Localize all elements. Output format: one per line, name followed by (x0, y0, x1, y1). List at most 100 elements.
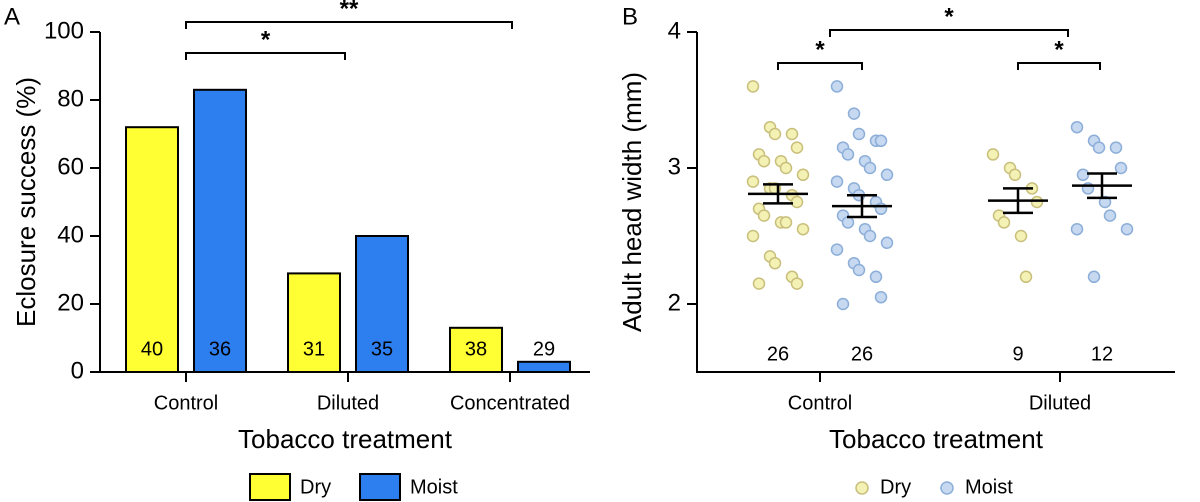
x-tick-label: Concentrated (450, 392, 570, 414)
data-point (746, 229, 760, 243)
y-tick-label: 80 (57, 85, 84, 112)
data-point (1076, 168, 1090, 182)
y-tick-label: 0 (71, 357, 84, 384)
data-point (790, 277, 804, 290)
data-point (1120, 222, 1134, 236)
data-point (830, 175, 844, 188)
data-point (796, 168, 810, 182)
y-axis-title: Adult head width (mm) (617, 72, 647, 332)
data-point (847, 107, 861, 120)
panel-label: B (622, 3, 638, 30)
significance-label: * (815, 36, 825, 63)
error-bar (1087, 172, 1117, 200)
y-axis-title: Eclosure success (%) (11, 77, 41, 327)
data-point (852, 263, 866, 277)
data-point (790, 141, 804, 154)
error-bar (1003, 187, 1033, 215)
data-point (1087, 270, 1101, 284)
data-point (863, 161, 877, 175)
legend-label: Moist (410, 476, 458, 498)
data-point (746, 80, 760, 93)
data-point (1103, 209, 1117, 222)
x-tick-label: Control (788, 392, 852, 414)
y-tick-label: 4 (668, 17, 681, 44)
legend-swatch (249, 473, 291, 501)
data-point (790, 195, 804, 209)
data-point (796, 222, 810, 236)
data-point (986, 148, 1000, 161)
sample-size-label: 35 (371, 338, 393, 360)
data-point (779, 216, 793, 229)
data-point (997, 216, 1011, 229)
significance-bracket (185, 21, 513, 29)
x-tick-label: Diluted (1029, 392, 1091, 414)
y-tick-label: 40 (57, 221, 84, 248)
legend-label: Dry (880, 476, 911, 498)
data-point (880, 168, 894, 182)
data-point (1098, 195, 1112, 209)
data-point (869, 270, 883, 284)
sample-size-label: 36 (209, 338, 231, 360)
data-point (1114, 161, 1128, 175)
data-point (757, 209, 771, 222)
data-point (752, 277, 766, 290)
bar (193, 88, 247, 374)
sample-size-label: 26 (767, 343, 789, 365)
sample-size-label: 40 (141, 338, 163, 360)
error-bar (847, 193, 877, 219)
legend-marker (940, 481, 954, 495)
data-point (1070, 222, 1084, 236)
data-point (880, 236, 894, 250)
x-axis-title: Tobacco treatment (238, 424, 453, 454)
x-axis-title: Tobacco treatment (829, 424, 1044, 454)
legend-label: Dry (300, 476, 331, 498)
data-point (841, 216, 855, 229)
data-point (852, 127, 866, 141)
y-tick-label: 20 (57, 289, 84, 316)
data-point (746, 175, 760, 188)
bar (517, 360, 571, 373)
data-point (779, 161, 793, 175)
data-point (768, 127, 782, 141)
significance-bracket (829, 29, 1069, 37)
sample-size-label: 38 (465, 338, 487, 360)
error-bar (763, 183, 793, 205)
y-tick-label: 100 (44, 17, 84, 44)
data-point (1070, 120, 1084, 134)
significance-bracket (777, 62, 863, 70)
x-tick-label: Diluted (317, 392, 379, 414)
data-point (874, 290, 888, 304)
data-point (1109, 141, 1123, 154)
sample-size-label: 12 (1091, 343, 1113, 365)
significance-bracket (1017, 62, 1101, 70)
bar (125, 126, 179, 373)
y-tick-label: 2 (668, 289, 681, 316)
data-point (1030, 195, 1044, 209)
data-point (1008, 168, 1022, 182)
significance-label: * (1054, 36, 1064, 63)
data-point (785, 127, 799, 141)
legend-label: Moist (965, 476, 1013, 498)
significance-bracket (185, 52, 346, 60)
data-point (841, 148, 855, 161)
bar (287, 272, 341, 373)
sample-size-label: 26 (851, 343, 873, 365)
y-tick-label: 60 (57, 153, 84, 180)
y-tick-label: 3 (668, 153, 681, 180)
significance-label: ** (340, 0, 359, 22)
sample-size-label: 9 (1012, 343, 1023, 365)
data-point (830, 243, 844, 256)
significance-label: * (261, 26, 271, 53)
data-point (830, 80, 844, 93)
data-point (1019, 270, 1033, 284)
data-point (1014, 229, 1028, 243)
sample-size-label: 31 (303, 338, 325, 360)
data-point (836, 297, 850, 311)
data-point (874, 134, 888, 148)
sample-size-label: 29 (533, 338, 555, 360)
legend-marker (855, 481, 869, 495)
panel-label: A (4, 3, 20, 30)
x-tick-label: Control (154, 392, 218, 414)
